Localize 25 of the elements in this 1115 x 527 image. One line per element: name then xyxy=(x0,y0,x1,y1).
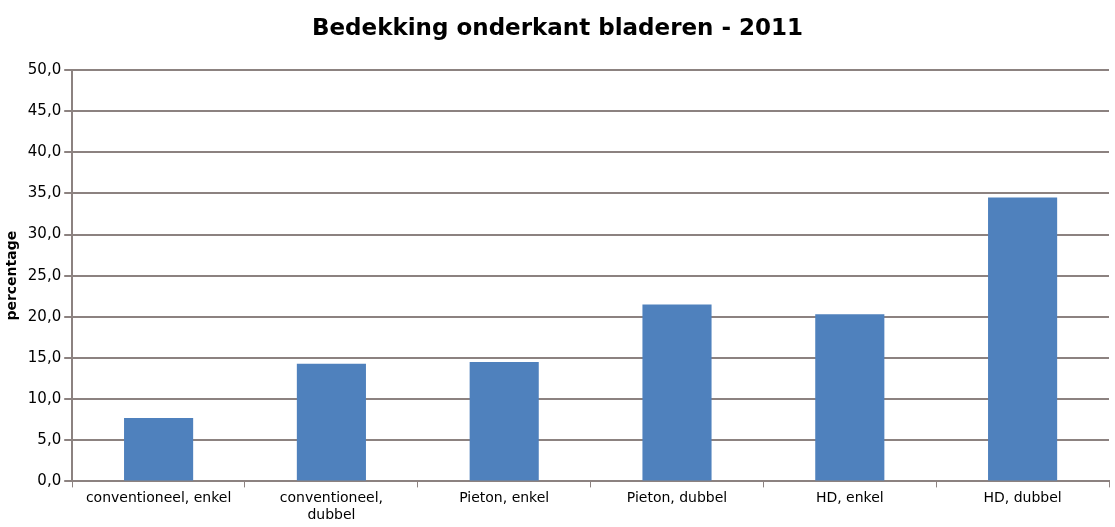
x-tick-label: Pieton, dubbel xyxy=(626,489,728,506)
bar xyxy=(642,304,712,481)
y-tick-label: 10,0 xyxy=(27,389,62,408)
y-tick-label: 45,0 xyxy=(27,101,62,120)
y-tick-label: 35,0 xyxy=(27,183,62,202)
bar xyxy=(815,314,885,481)
bar xyxy=(469,362,539,481)
y-tick-label: 25,0 xyxy=(27,265,62,284)
x-tick-label: conventioneel, dubbel xyxy=(279,489,384,523)
x-tick-label: Pieton, enkel xyxy=(459,489,550,506)
x-tick-label: HD, dubbel xyxy=(983,489,1062,506)
y-tick-label: 40,0 xyxy=(27,142,62,161)
y-tick-label: 20,0 xyxy=(27,306,62,325)
y-tick-label: 5,0 xyxy=(37,430,62,449)
bar xyxy=(988,197,1058,481)
bar xyxy=(124,418,194,481)
y-tick-label: 15,0 xyxy=(27,347,62,366)
y-axis-title: percentage xyxy=(3,230,20,321)
y-tick-label: 0,0 xyxy=(37,471,62,490)
chart-title: Bedekking onderkant bladeren - 2011 xyxy=(310,14,805,40)
x-tick-label: conventioneel, enkel xyxy=(85,489,232,506)
bar xyxy=(296,363,366,481)
y-tick-label: 30,0 xyxy=(27,224,62,243)
y-tick-label: 50,0 xyxy=(27,59,62,78)
x-tick-label: HD, enkel xyxy=(815,489,884,506)
